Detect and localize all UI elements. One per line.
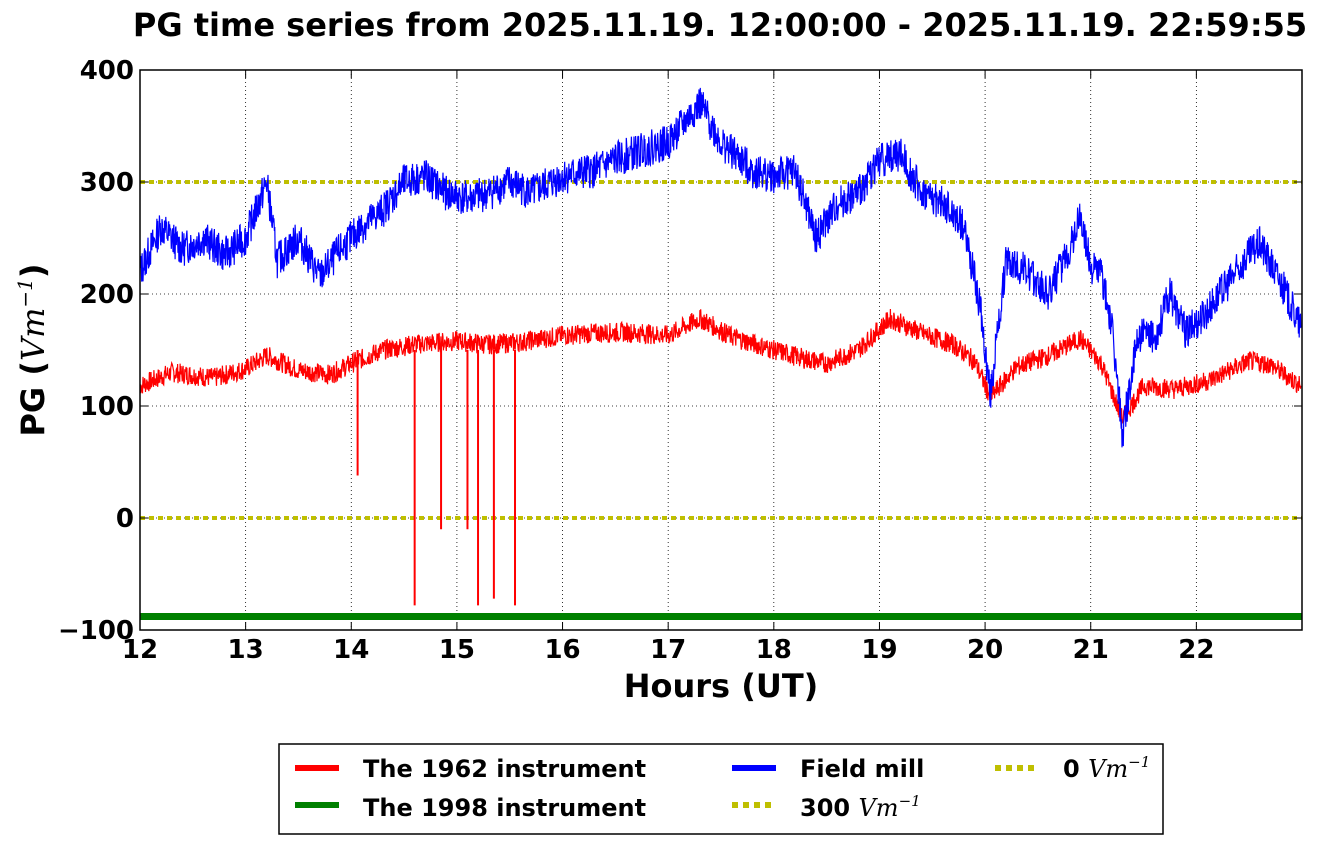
legend-300-unit: Vm [858,794,898,822]
legend-300-value: 300 [800,794,850,822]
y-tick-label: 0 [116,504,134,534]
x-tick-label: 17 [650,635,686,665]
y-axis-ticks: −100 0 100 200 300 400 [58,56,1302,646]
x-axis-label: Hours (UT) [624,667,819,705]
legend-label-300: 300 Vm−1 [800,792,921,822]
series-line-1962 [140,308,1302,425]
reference-lines [140,180,1302,520]
x-tick-label: 15 [439,635,475,665]
legend-label-0: 0 Vm−1 [1063,753,1150,783]
y-tick-label: 400 [80,56,134,86]
x-axis-ticks: 12 13 14 15 16 17 18 19 20 21 22 [122,70,1214,665]
x-tick-label: 13 [228,635,264,665]
y-axis-label-unit: Vm [14,308,52,361]
legend-label-1998: The 1998 instrument [363,794,646,822]
chart-title: PG time series from 2025.11.19. 12:00:00… [133,6,1307,44]
y-tick-label: 100 [80,392,134,422]
x-tick-label: 21 [1073,635,1109,665]
series-layer [140,87,1302,621]
x-tick-label: 19 [861,635,897,665]
legend-0-unit: Vm [1088,755,1128,783]
x-tick-label: 18 [756,635,792,665]
legend-box [278,743,1164,835]
plot-area [140,70,1302,630]
legend-0-value: 0 [1063,755,1080,783]
legend-300-exponent: −1 [899,792,921,810]
x-tick-label: 16 [544,635,580,665]
y-tick-label: 200 [80,280,134,310]
legend-label-field-mill: Field mill [800,755,924,783]
y-axis-label-exponent: −1 [13,278,37,307]
x-tick-label: 22 [1178,635,1214,665]
y-axis-label-prefix: PG ( [14,361,52,436]
y-tick-label: −100 [58,616,134,646]
series-line-field-mill [140,87,1302,448]
x-tick-label: 20 [967,635,1003,665]
x-tick-label: 14 [333,635,369,665]
plot-frame [139,69,1303,631]
y-axis-label-suffix: ) [14,263,52,278]
y-tick-label: 300 [80,168,134,198]
x-tick-label: 12 [122,635,158,665]
legend-0-exponent: −1 [1128,753,1150,771]
y-axis-label: PG (Vm−1) [13,263,52,436]
legend-label-1962: The 1962 instrument [363,755,646,783]
legend: The 1962 instrument The 1998 instrument … [278,743,1164,835]
